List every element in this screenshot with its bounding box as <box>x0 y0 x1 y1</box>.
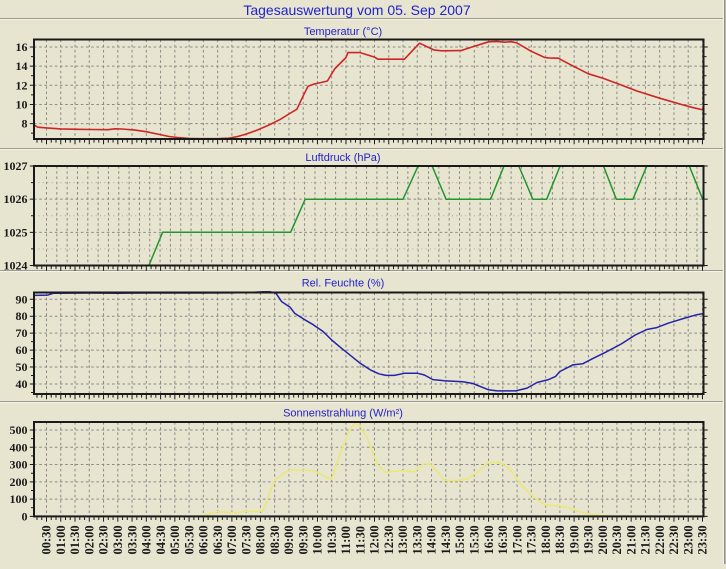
svg-text:Rel. Feuchte (%): Rel. Feuchte (%) <box>302 278 385 290</box>
svg-text:300: 300 <box>10 458 28 472</box>
svg-text:03:30: 03:30 <box>125 525 139 554</box>
svg-text:18:30: 18:30 <box>553 525 567 554</box>
svg-text:14:30: 14:30 <box>439 525 453 554</box>
svg-text:10: 10 <box>16 97 28 111</box>
svg-text:13:30: 13:30 <box>411 525 425 554</box>
svg-text:21:00: 21:00 <box>624 525 638 554</box>
svg-text:Tagesauswertung vom 05. Sep 20: Tagesauswertung vom 05. Sep 2007 <box>243 2 470 18</box>
svg-text:01:00: 01:00 <box>54 525 68 554</box>
svg-text:07:30: 07:30 <box>239 525 253 554</box>
svg-text:Luftdruck (hPa): Luftdruck (hPa) <box>305 152 380 164</box>
svg-text:90: 90 <box>16 292 28 306</box>
svg-text:Temperatur (°C): Temperatur (°C) <box>304 26 382 38</box>
svg-text:50: 50 <box>16 360 28 374</box>
svg-text:22:30: 22:30 <box>667 525 681 554</box>
svg-text:200: 200 <box>10 475 28 489</box>
svg-text:10:00: 10:00 <box>311 525 325 554</box>
svg-text:19:30: 19:30 <box>582 525 596 554</box>
svg-text:03:00: 03:00 <box>111 525 125 554</box>
svg-text:23:30: 23:30 <box>696 525 710 554</box>
svg-text:07:00: 07:00 <box>225 525 239 554</box>
svg-text:10:30: 10:30 <box>325 525 339 554</box>
svg-text:80: 80 <box>16 309 28 323</box>
svg-text:70: 70 <box>16 326 28 340</box>
svg-text:100: 100 <box>10 492 28 506</box>
svg-text:11:00: 11:00 <box>339 526 353 554</box>
svg-text:04:30: 04:30 <box>154 525 168 554</box>
svg-text:05:00: 05:00 <box>168 525 182 554</box>
svg-text:08:30: 08:30 <box>268 525 282 554</box>
svg-text:13:00: 13:00 <box>396 525 410 554</box>
svg-text:09:30: 09:30 <box>296 525 310 554</box>
svg-text:500: 500 <box>10 423 28 437</box>
svg-text:02:00: 02:00 <box>83 525 97 554</box>
svg-text:14:00: 14:00 <box>425 525 439 554</box>
svg-text:22:00: 22:00 <box>653 525 667 554</box>
svg-text:16: 16 <box>16 40 28 54</box>
svg-text:1027: 1027 <box>4 159 28 173</box>
svg-text:40: 40 <box>16 377 28 391</box>
svg-text:23:00: 23:00 <box>681 525 695 554</box>
svg-text:18:00: 18:00 <box>539 525 553 554</box>
svg-text:14: 14 <box>16 59 28 73</box>
svg-text:Sonnenstrahlung (W/m²): Sonnenstrahlung (W/m²) <box>283 408 403 420</box>
svg-text:06:00: 06:00 <box>197 525 211 554</box>
svg-text:1024: 1024 <box>4 259 28 273</box>
svg-text:12:30: 12:30 <box>382 525 396 554</box>
svg-text:19:00: 19:00 <box>567 525 581 554</box>
svg-text:60: 60 <box>16 343 28 357</box>
svg-text:8: 8 <box>22 117 28 131</box>
svg-text:16:30: 16:30 <box>496 525 510 554</box>
svg-text:12:00: 12:00 <box>368 525 382 554</box>
svg-text:05:30: 05:30 <box>182 525 196 554</box>
svg-text:1026: 1026 <box>4 192 28 206</box>
svg-text:09:00: 09:00 <box>282 525 296 554</box>
svg-text:15:00: 15:00 <box>453 525 467 554</box>
svg-text:0: 0 <box>22 509 28 523</box>
svg-text:1025: 1025 <box>4 225 28 239</box>
svg-text:21:30: 21:30 <box>639 525 653 554</box>
svg-text:06:30: 06:30 <box>211 525 225 554</box>
svg-text:12: 12 <box>16 78 28 92</box>
svg-text:20:30: 20:30 <box>610 525 624 554</box>
svg-text:02:30: 02:30 <box>97 525 111 554</box>
svg-text:17:30: 17:30 <box>525 525 539 554</box>
svg-text:00:30: 00:30 <box>40 525 54 554</box>
svg-text:15:30: 15:30 <box>468 525 482 554</box>
svg-text:01:30: 01:30 <box>68 525 82 554</box>
svg-text:08:00: 08:00 <box>254 525 268 554</box>
svg-text:400: 400 <box>10 440 28 454</box>
svg-text:17:00: 17:00 <box>510 525 524 554</box>
svg-text:04:00: 04:00 <box>140 525 154 554</box>
svg-text:11:30: 11:30 <box>353 526 367 554</box>
svg-text:16:00: 16:00 <box>482 525 496 554</box>
svg-text:20:00: 20:00 <box>596 525 610 554</box>
